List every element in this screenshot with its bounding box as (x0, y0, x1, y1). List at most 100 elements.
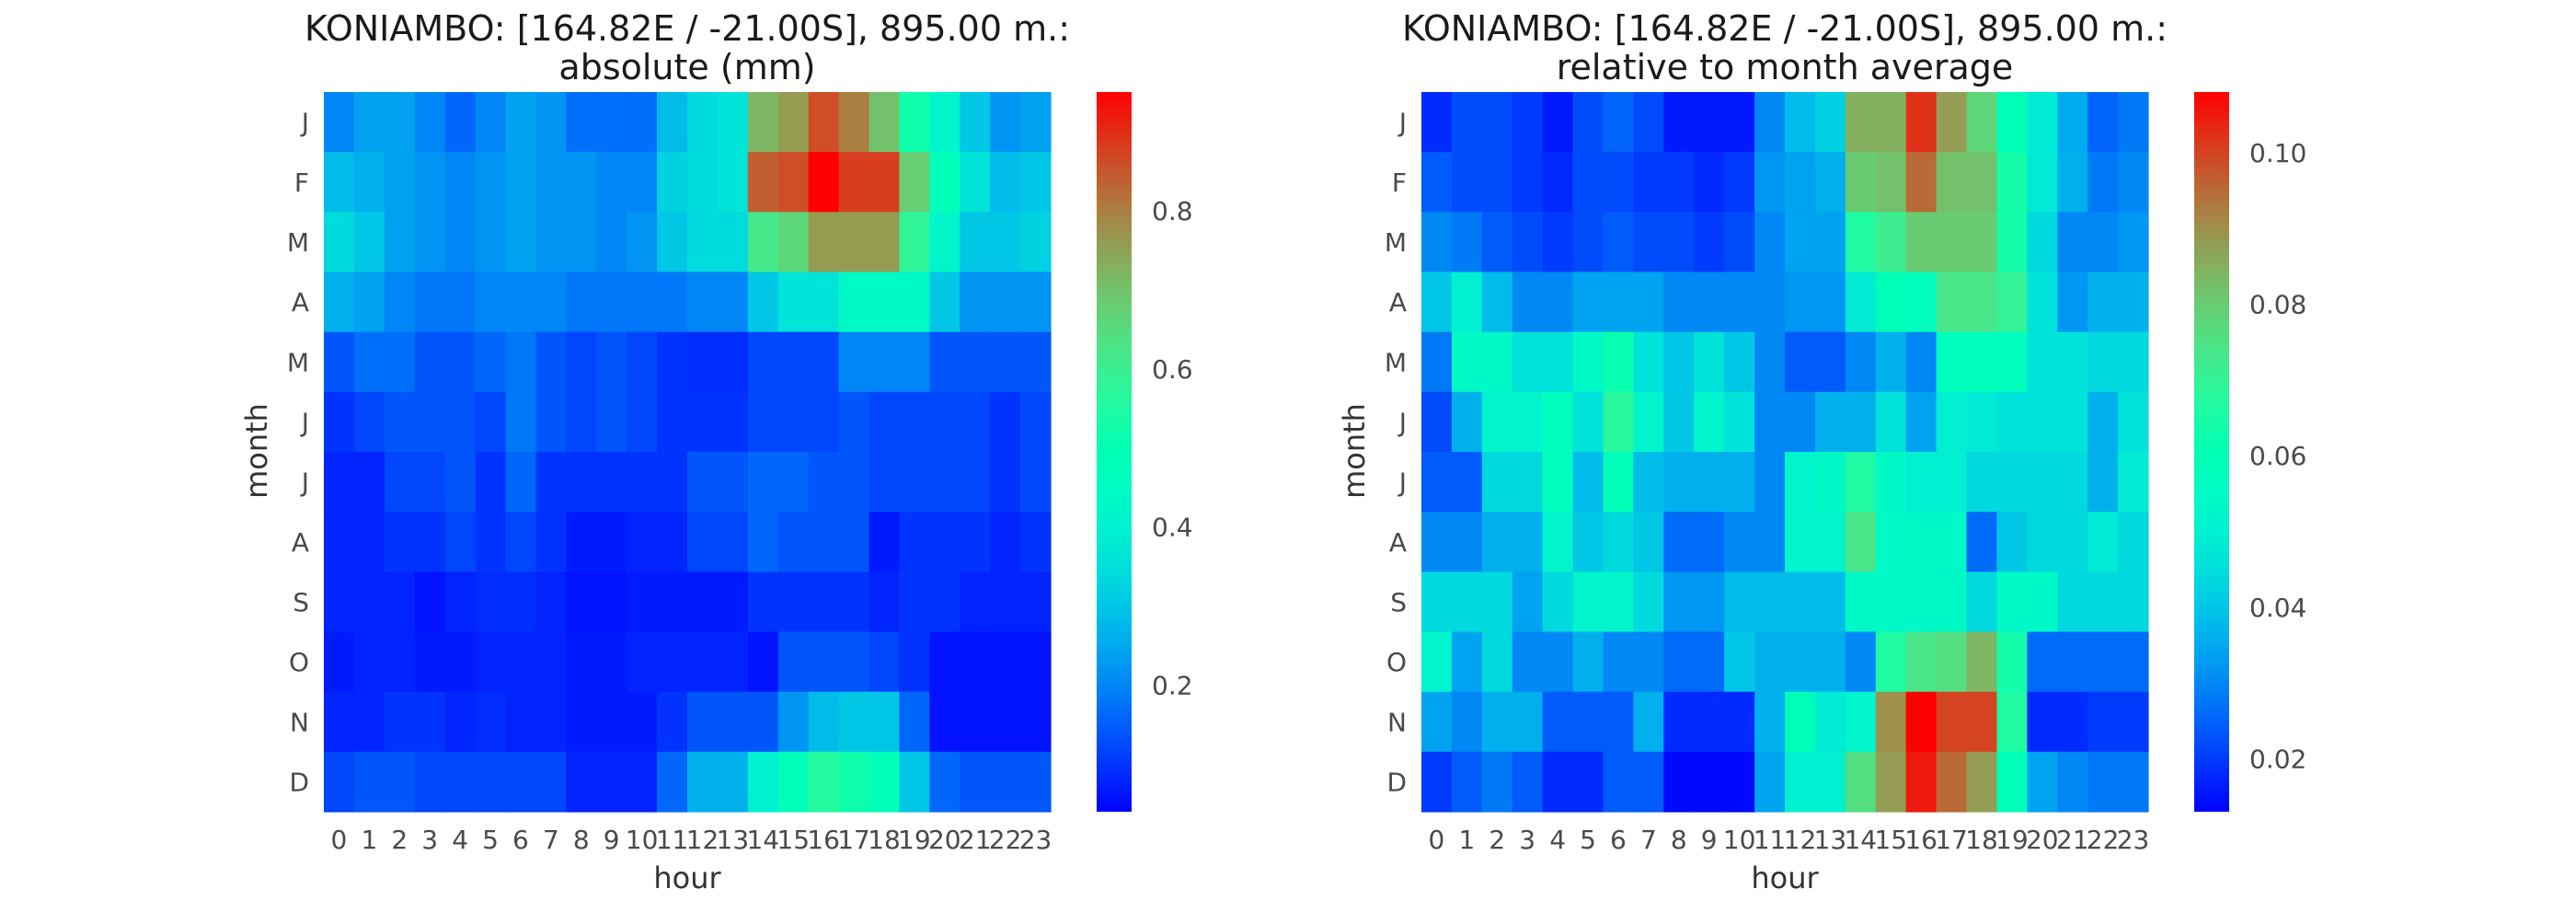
heatmap-cell (1875, 751, 1907, 813)
heatmap-cell (1996, 572, 2028, 633)
heatmap-cell (1633, 331, 1664, 393)
heatmap-cell (990, 391, 1021, 453)
heatmap-cell (627, 391, 658, 453)
heatmap-cell (596, 331, 627, 393)
y-tick-label: D (289, 767, 309, 797)
heatmap-cell (990, 631, 1021, 693)
heatmap-cell (596, 691, 627, 753)
heatmap-cell (1905, 391, 1938, 453)
heatmap-cell (1754, 452, 1786, 513)
x-tick-label: 20 (2026, 825, 2059, 855)
heatmap-cell (1663, 391, 1695, 453)
heatmap-cell (838, 631, 870, 693)
heatmap-cell (1905, 92, 1938, 153)
heatmap-cell (505, 212, 537, 273)
heatmap-cell (808, 212, 840, 273)
heatmap-cell (1996, 512, 2028, 572)
heatmap-cell (838, 391, 870, 453)
heatmap-cell (1966, 572, 1998, 633)
heatmap-cell (657, 572, 688, 633)
heatmap-cell (1451, 691, 1483, 753)
x-tick-label: 11 (656, 825, 689, 855)
heatmap-cell (1845, 152, 1877, 213)
x-tick-label: 22 (989, 825, 1022, 855)
heatmap-cell (505, 572, 537, 633)
heatmap-cell (1663, 512, 1695, 572)
heatmap-cell (990, 152, 1021, 213)
heatmap-cell (1966, 691, 1998, 753)
heatmap-cell (929, 631, 960, 693)
heatmap-cell (475, 331, 507, 393)
heatmap-cell (1905, 691, 1938, 753)
heatmap-cell (1020, 271, 1052, 333)
heatmap-cell (808, 331, 840, 393)
heatmap-cell (414, 631, 446, 693)
heatmap-cell (324, 92, 355, 153)
heatmap-cell (1572, 331, 1604, 393)
heatmap-cell (384, 331, 416, 393)
heatmap-cell (657, 92, 688, 153)
heatmap-cell (444, 391, 477, 453)
heatmap-cell (929, 512, 960, 572)
heatmap-cell (1875, 271, 1907, 333)
heatmap-cell (1481, 631, 1513, 693)
heatmap-cell (324, 572, 355, 633)
heatmap-cell (838, 512, 870, 572)
heatmap-cell (2087, 92, 2119, 153)
heatmap-cell (1633, 152, 1664, 213)
heatmap-cell (1451, 92, 1483, 153)
heatmap-cell (566, 152, 597, 213)
heatmap-cell (717, 452, 749, 513)
x-tick-label: 23 (2117, 825, 2150, 855)
heatmap-cell (1966, 631, 1998, 693)
heatmap-cell (657, 391, 688, 453)
heatmap-cell (2057, 512, 2088, 572)
heatmap-cell (1845, 92, 1877, 153)
heatmap-cell (1966, 391, 1998, 453)
heatmap-cell (777, 391, 810, 453)
heatmap-cell (990, 212, 1021, 273)
heatmap-cell (899, 631, 930, 693)
x-tick-label: 0 (331, 825, 348, 855)
heatmap-cell (1814, 572, 1846, 633)
heatmap-cell (1966, 92, 1998, 153)
heatmap-cell (1875, 691, 1907, 753)
colorbar-tick-label: 0.04 (2249, 593, 2306, 623)
heatmap-cell (1421, 691, 1453, 753)
heatmap-cell (414, 212, 446, 273)
heatmap-cell (960, 572, 991, 633)
y-tick-label: J (300, 108, 309, 138)
heatmap-cell (1572, 271, 1604, 333)
heatmap-cell (1785, 452, 1816, 513)
heatmap-cell (1966, 331, 1998, 393)
heatmap-cell (353, 751, 385, 813)
heatmap-cell (596, 212, 627, 273)
y-tick-label: J (300, 407, 309, 437)
heatmap-cell (2087, 512, 2119, 572)
heatmap-cell (1451, 391, 1483, 453)
x-tick-label: 16 (1904, 825, 1938, 855)
heatmap-cell (535, 212, 567, 273)
heatmap-cell (324, 391, 355, 453)
heatmap-cell (353, 152, 385, 213)
heatmap-cell (1481, 572, 1513, 633)
heatmap-cell (1542, 92, 1574, 153)
y-axis-label: month (1337, 403, 1372, 499)
heatmap-cell (627, 212, 658, 273)
heatmap-cell (535, 92, 567, 153)
heatmap-cell (2057, 691, 2088, 753)
heatmap-cell (1512, 212, 1544, 273)
heatmap-cell (505, 331, 537, 393)
heatmap-cell (1785, 331, 1816, 393)
heatmap-cell (324, 691, 355, 753)
heatmap-cell (657, 271, 688, 333)
heatmap-cell (627, 331, 658, 393)
x-axis-label: hour (1751, 860, 1819, 895)
heatmap-cell (868, 271, 901, 333)
heatmap-cell (1996, 152, 2028, 213)
y-tick-label: M (287, 227, 309, 258)
heatmap-cell (1572, 212, 1604, 273)
heatmap-cell (566, 631, 597, 693)
heatmap-cell (717, 751, 749, 813)
